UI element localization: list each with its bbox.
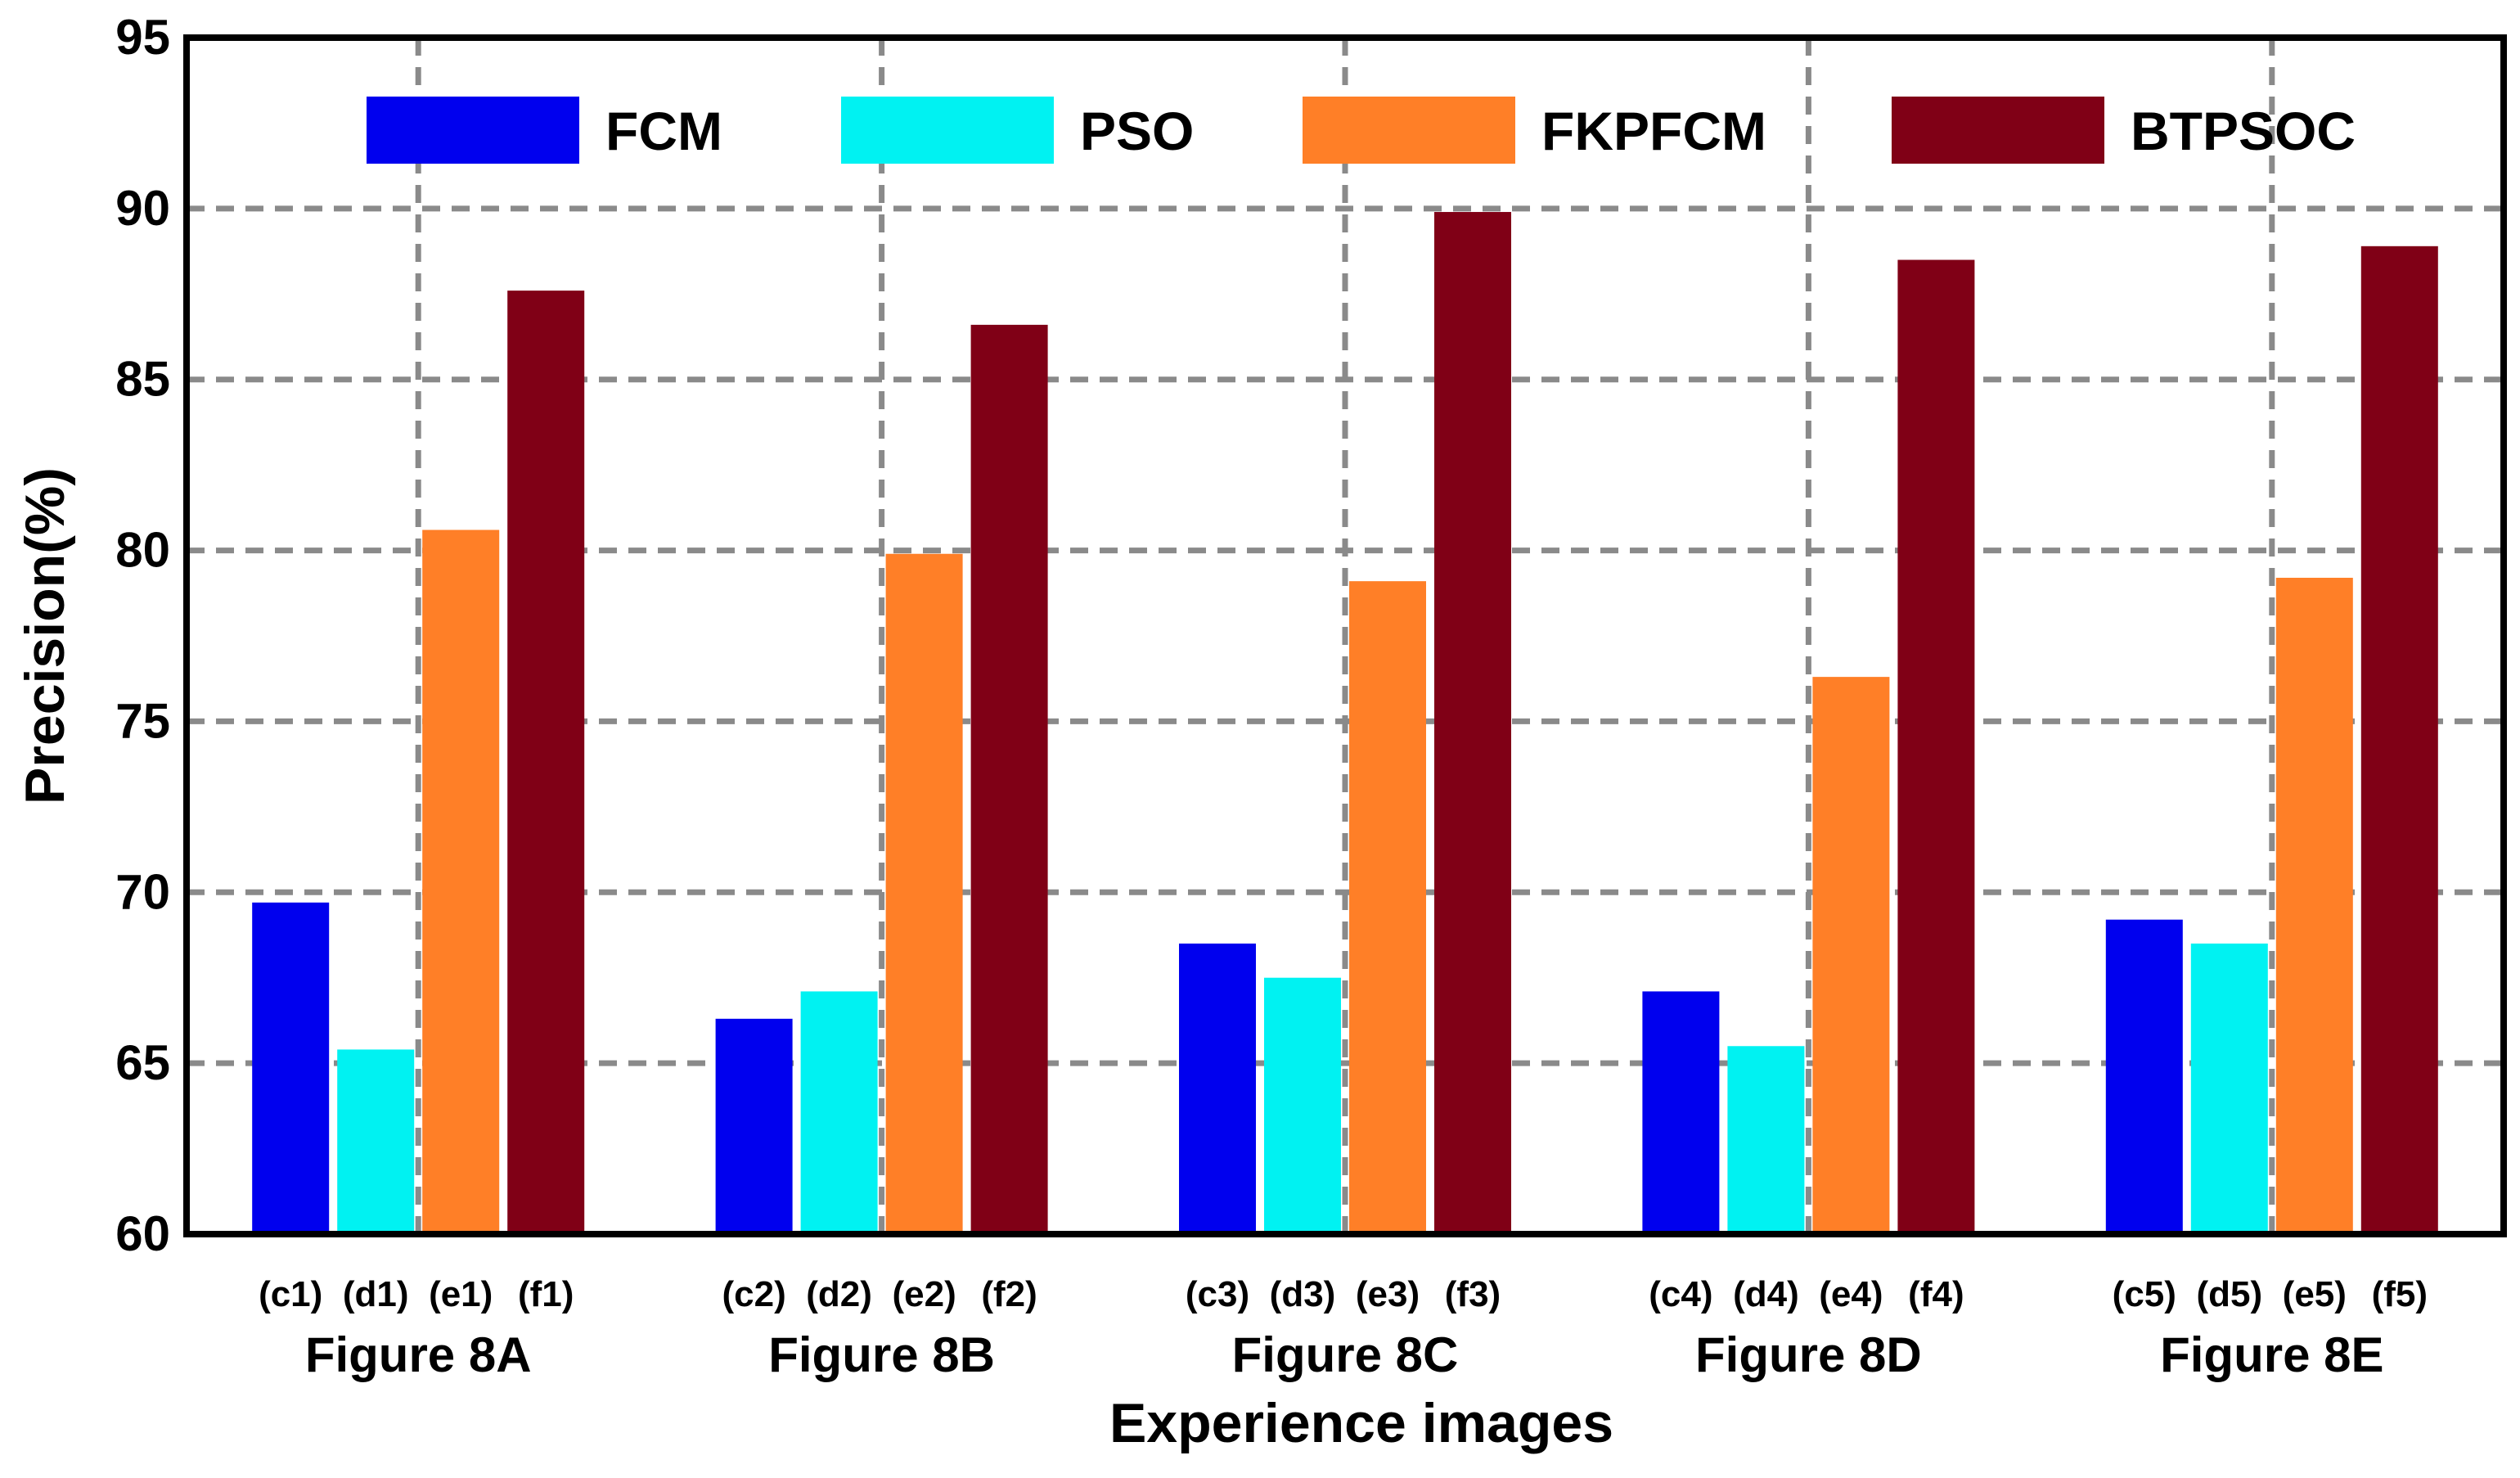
legend-swatch-fcm [367,97,579,164]
group-label-1: Figure 8A [305,1327,532,1382]
group-label-5: Figure 8E [2160,1327,2383,1382]
x-axis-label: Experience images [1109,1392,1613,1454]
bar-pso-1 [337,1049,415,1234]
y-tick-95: 95 [115,10,170,65]
x-tick-labels: (c1) (d1) (e1) (f1) Figure 8A (c2) (d2) (e2) (f2… [259,1274,2428,1382]
legend-label-fkpfcm: FKPFCM [1541,101,1766,161]
bar-btpsoc-4 [1897,259,1975,1234]
sub-label-c3: (c3) [1186,1274,1249,1314]
bar-fcm-3 [1179,943,1256,1234]
sub-label-e5: (e5) [2283,1274,2347,1314]
bar-btpsoc-2 [970,324,1048,1234]
bar-fcm-5 [2105,919,2183,1234]
sub-label-d2: (d2) [806,1274,872,1314]
bars [252,212,2438,1235]
plot-frame [183,34,2507,1237]
sub-label-c1: (c1) [259,1274,322,1314]
legend-swatch-fkpfcm [1303,97,1515,164]
group-label-4: Figure 8D [1695,1327,1922,1382]
bar-fcm-2 [715,1018,793,1234]
sub-label-c5: (c5) [2113,1274,2176,1314]
bar-fkpfcm-3 [1349,581,1426,1234]
sub-label-f3: (f3) [1445,1274,1501,1314]
y-tick-labels: 60 65 70 75 80 85 90 95 [115,10,170,1261]
bar-btpsoc-3 [1434,212,1511,1234]
bar-fkpfcm-2 [885,553,963,1234]
sub-label-d1: (d1) [343,1274,409,1314]
sub-label-f4: (f4) [1908,1274,1964,1314]
y-tick-90: 90 [115,181,170,236]
sub-label-e2: (e2) [892,1274,956,1314]
y-tick-65: 65 [115,1035,170,1090]
y-tick-75: 75 [115,693,170,748]
bar-fkpfcm-5 [2275,577,2353,1234]
bar-btpsoc-5 [2360,246,2438,1235]
bar-fkpfcm-4 [1812,677,1890,1234]
sub-label-f2: (f2) [981,1274,1037,1314]
bar-pso-5 [2190,943,2268,1234]
bar-pso-4 [1727,1046,1805,1234]
legend-swatch-btpsoc [1892,97,2104,164]
legend-label-btpsoc: BTPSOC [2131,101,2356,161]
group-label-2: Figure 8B [768,1327,995,1382]
sub-label-c4: (c4) [1649,1274,1712,1314]
legend-label-fcm: FCM [605,101,722,161]
bar-pso-2 [800,991,878,1234]
group-label-3: Figure 8C [1232,1327,1459,1382]
sub-label-f1: (f1) [518,1274,574,1314]
legend: FCM PSO FKPFCM BTPSOC [367,97,2356,164]
y-axis-label: Precision(%) [14,467,76,804]
sub-label-e1: (e1) [429,1274,493,1314]
y-tick-80: 80 [115,523,170,578]
sub-label-e3: (e3) [1356,1274,1420,1314]
bar-btpsoc-1 [507,291,585,1234]
bar-pso-3 [1264,977,1341,1234]
sub-label-f5: (f5) [2372,1274,2428,1314]
sub-label-d4: (d4) [1733,1274,1799,1314]
y-tick-60: 60 [115,1206,170,1261]
bar-fkpfcm-1 [422,529,500,1234]
sub-label-e4: (e4) [1819,1274,1883,1314]
legend-swatch-pso [841,97,1054,164]
sub-label-c2: (c2) [722,1274,785,1314]
sub-label-d5: (d5) [2196,1274,2262,1314]
bar-fcm-4 [1642,991,1720,1234]
sub-label-d3: (d3) [1270,1274,1336,1314]
legend-label-pso: PSO [1080,101,1194,161]
y-tick-85: 85 [115,352,170,407]
y-tick-70: 70 [115,864,170,919]
bar-fcm-1 [252,902,330,1234]
